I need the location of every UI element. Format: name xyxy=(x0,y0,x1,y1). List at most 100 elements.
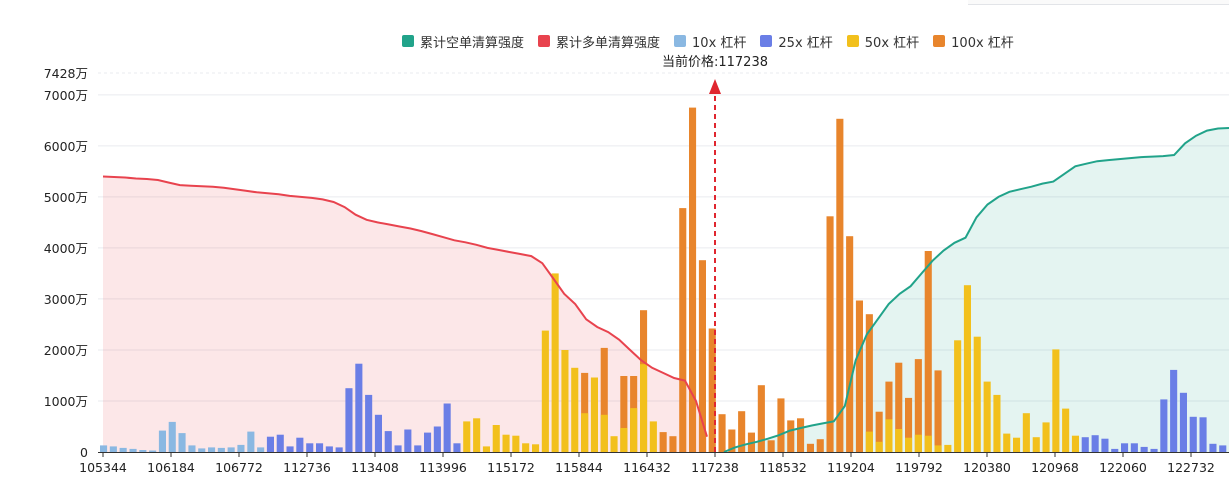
top-border-strip xyxy=(968,0,1229,5)
bar-l50 xyxy=(590,377,598,452)
bar-l50 xyxy=(1022,413,1030,452)
bar-l10 xyxy=(119,447,127,452)
bar-l100 xyxy=(895,362,903,452)
bar-l25 xyxy=(1091,435,1099,452)
bar-l25 xyxy=(1140,446,1148,452)
bar-l50-stack xyxy=(885,419,893,452)
bar-l100 xyxy=(836,118,844,453)
bar-l10 xyxy=(257,447,265,452)
y-tick-label: 1000万 xyxy=(44,394,88,409)
bar-l10 xyxy=(158,430,166,452)
legend-label: 累计空单清算强度 xyxy=(420,35,525,51)
legend-item-short[interactable]: 累计空单清算强度 xyxy=(402,32,524,51)
bar-l100 xyxy=(738,411,746,452)
bar-l25 xyxy=(276,434,284,452)
bar-l10 xyxy=(129,448,137,452)
y-tick-label: 0 xyxy=(80,445,88,460)
x-tick-label: 120968 xyxy=(1031,460,1079,475)
legend-item-long[interactable]: 累计多单清算强度 xyxy=(538,32,660,51)
bar-l100 xyxy=(698,260,706,452)
bar-l50 xyxy=(1062,408,1070,452)
bar-l25 xyxy=(1199,417,1207,452)
x-tick-label: 113996 xyxy=(419,460,467,475)
bar-l25 xyxy=(424,432,432,452)
bar-l25 xyxy=(355,363,363,452)
x-tick-label: 115844 xyxy=(555,460,603,475)
bar-l50-stack xyxy=(600,414,608,452)
x-tick-label: 117238 xyxy=(691,460,739,475)
bar-l25 xyxy=(335,447,343,452)
bar-l50-stack xyxy=(905,437,913,452)
bar-l10 xyxy=(198,448,206,452)
bar-l50 xyxy=(954,340,962,452)
x-tick-label: 119204 xyxy=(827,460,875,475)
bar-l25 xyxy=(1219,445,1227,452)
legend-label: 累计多单清算强度 xyxy=(556,35,661,51)
bar-l100 xyxy=(797,418,805,452)
bar-l50-stack xyxy=(895,429,903,452)
bar-l100 xyxy=(708,328,716,452)
bar-l100 xyxy=(689,107,697,452)
bar-l100 xyxy=(865,314,873,452)
bar-l50-stack xyxy=(924,435,932,452)
bar-l50 xyxy=(532,444,540,452)
x-tick-label: 122060 xyxy=(1099,460,1147,475)
x-tick-label: 105344 xyxy=(79,460,127,475)
bar-l50 xyxy=(571,367,579,452)
bar-l25 xyxy=(316,443,324,452)
y-tick-label: 2000万 xyxy=(44,343,88,358)
bar-l100 xyxy=(914,359,922,452)
bar-l50 xyxy=(502,434,510,452)
bar-l25 xyxy=(286,446,294,452)
current-price-arrow-icon xyxy=(709,79,721,94)
bar-l100 xyxy=(777,398,785,452)
bar-l100 xyxy=(600,347,608,452)
legend-item-l50[interactable]: 50x 杠杆 xyxy=(846,32,920,51)
bar-l100 xyxy=(767,440,775,452)
bar-l25 xyxy=(1130,443,1138,452)
bar-l25 xyxy=(365,394,373,452)
bar-l25 xyxy=(1081,437,1089,452)
y-tick-label: 6000万 xyxy=(44,139,88,154)
y-tick-label: 7428万 xyxy=(44,66,88,81)
x-tick-label: 113408 xyxy=(351,460,399,475)
legend-label: 100x 杠杆 xyxy=(951,35,1014,51)
bar-l10 xyxy=(237,444,245,452)
short-curve-line xyxy=(723,127,1229,453)
legend-swatch xyxy=(760,35,773,47)
y-tick-label: 3000万 xyxy=(44,292,88,307)
chart-legend: 累计空单清算强度 累计多单清算强度 10x 杠杆 25x 杠杆 50x 杠杆 100x 杠… xyxy=(402,30,1028,52)
legend-swatch xyxy=(674,35,687,47)
bar-l10 xyxy=(168,421,176,452)
bar-l25 xyxy=(453,443,461,452)
bar-l10 xyxy=(227,447,235,452)
bar-l100 xyxy=(905,397,913,452)
bar-l100 xyxy=(826,216,834,452)
bar-l50-stack xyxy=(640,364,648,452)
legend-item-l25[interactable]: 25x 杠杆 xyxy=(760,32,833,51)
legend-swatch xyxy=(846,35,859,47)
bar-l100 xyxy=(875,411,883,452)
bar-l100 xyxy=(885,381,893,452)
bar-l25 xyxy=(374,414,382,452)
x-tick-label: 106184 xyxy=(147,460,195,475)
bar-l50 xyxy=(963,285,971,452)
bar-l50 xyxy=(649,421,657,452)
bar-l50-stack xyxy=(620,428,628,452)
bar-l25 xyxy=(404,429,412,452)
legend-label: 50x 杠杆 xyxy=(864,35,920,51)
short-area-fill xyxy=(724,128,1229,452)
bar-l50 xyxy=(492,425,500,452)
x-tick-label: 112736 xyxy=(283,460,331,475)
bar-l50 xyxy=(1071,435,1079,452)
bar-l25 xyxy=(1121,443,1129,452)
x-tick-label: 106772 xyxy=(215,460,263,475)
bar-l100 xyxy=(679,208,687,452)
legend-item-l10[interactable]: 10x 杠杆 xyxy=(674,32,746,51)
legend-swatch xyxy=(538,35,551,47)
bar-l50 xyxy=(610,436,618,452)
legend-item-l100[interactable]: 100x 杠杆 xyxy=(933,32,1014,51)
bar-l10 xyxy=(139,450,147,452)
x-tick-label: 122732 xyxy=(1167,460,1215,475)
legend-swatch xyxy=(402,35,414,47)
